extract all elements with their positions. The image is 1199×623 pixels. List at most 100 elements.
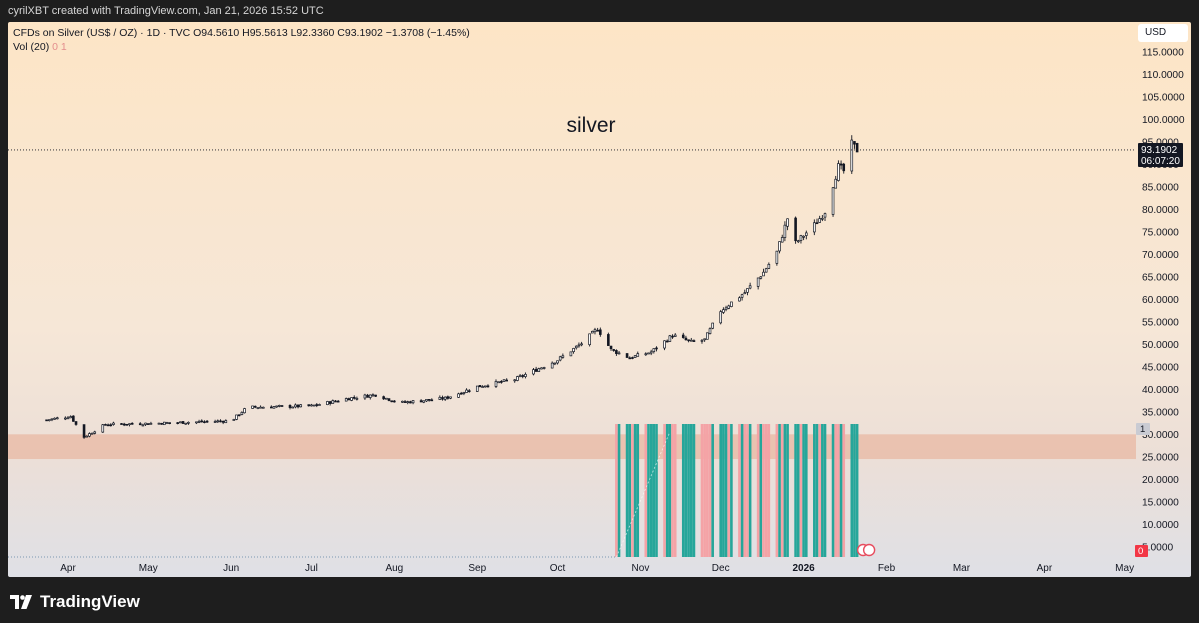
candle-body	[572, 348, 575, 352]
volume-value-0: 0	[52, 41, 58, 53]
candle-body	[160, 422, 163, 425]
tradingview-brand[interactable]: TradingView	[10, 592, 140, 612]
candle-body	[513, 379, 517, 382]
candle-body	[125, 423, 129, 426]
y-axis-tick-label: 50.0000	[1142, 340, 1179, 351]
candle-body	[821, 217, 824, 220]
candle-body	[580, 343, 583, 346]
candle-body	[278, 405, 281, 407]
candle-body	[446, 396, 450, 399]
last-price-badge	[1138, 142, 1183, 167]
volume-bar	[615, 424, 618, 557]
candle-body	[168, 422, 171, 424]
candle-body	[443, 396, 447, 400]
candle-body	[497, 381, 500, 384]
candle-body	[631, 357, 634, 359]
candle-body	[403, 401, 407, 403]
candle-body	[783, 224, 787, 238]
y-axis-tick-label: 80.0000	[1142, 205, 1179, 216]
candle-body	[240, 412, 244, 415]
candle-body	[599, 329, 602, 335]
candle-body	[90, 432, 94, 435]
volume-bar	[855, 424, 859, 557]
candle-body	[730, 301, 733, 307]
candle-body	[109, 424, 113, 427]
candle-body	[813, 222, 816, 233]
candle-body	[344, 398, 348, 402]
volume-bar	[805, 424, 808, 557]
candle-body	[484, 385, 487, 388]
currency-selector[interactable]: USD	[1138, 24, 1188, 42]
candle-body	[467, 390, 471, 393]
volume-legend: Vol (20) 0 1	[13, 40, 470, 54]
candle-body	[120, 423, 123, 425]
candle-body	[759, 276, 763, 279]
volume-bar	[775, 424, 779, 557]
candle-body	[104, 424, 107, 426]
candle-body	[724, 307, 728, 310]
candle-body	[55, 417, 59, 420]
candle-body	[590, 330, 594, 334]
volume-bar	[700, 424, 704, 557]
chart-background	[8, 22, 1191, 577]
candle-body	[596, 329, 599, 332]
volume-bar	[649, 424, 653, 557]
chart-area[interactable]: 5.0000 10.0000 15.0000 20.0000 25.0000 30.000…	[8, 22, 1191, 577]
candle-body	[762, 271, 765, 277]
candle-body	[130, 422, 134, 425]
volume-bar	[834, 424, 838, 557]
candle-body	[82, 424, 86, 438]
candle-body	[609, 345, 613, 350]
price-chart[interactable]: 5.0000 10.0000 15.0000 20.0000 25.0000 30.000…	[8, 22, 1191, 577]
candle-body	[521, 375, 525, 377]
candle-body	[668, 335, 672, 342]
candle-body	[203, 421, 206, 424]
candle-body	[181, 421, 185, 424]
candle-body	[385, 397, 388, 400]
candle-body	[665, 340, 669, 343]
candle-body	[259, 406, 262, 409]
candle-body	[411, 400, 415, 404]
y-axis-tick-label: 30.0000	[1142, 430, 1179, 441]
candle-body	[756, 277, 760, 287]
volume-bar	[740, 424, 744, 557]
candle-body	[106, 424, 110, 427]
candle-body	[649, 351, 653, 354]
candle-body	[112, 422, 115, 425]
candle-body	[462, 392, 466, 394]
volume-bar	[636, 424, 640, 557]
candle-body	[122, 423, 126, 426]
volume-bar	[719, 424, 722, 557]
candle-body	[671, 335, 674, 338]
candle-body	[101, 424, 105, 433]
candle-body	[786, 218, 789, 227]
candle-body	[478, 385, 482, 388]
candle-body	[307, 404, 311, 407]
candle-body	[540, 367, 543, 370]
volume-bar	[655, 424, 658, 557]
candle-body	[406, 401, 410, 403]
volume-bar	[727, 424, 731, 557]
volume-bar	[738, 424, 741, 557]
volume-bar	[778, 424, 781, 557]
candle-body	[393, 400, 396, 403]
chart-attribution-bar: cyrilXBT created with TradingView.com, J…	[0, 0, 1199, 22]
candle-body	[146, 423, 150, 425]
candle-body	[371, 394, 375, 397]
candle-body	[687, 339, 690, 342]
candle-body	[368, 394, 372, 398]
candle-body	[390, 400, 393, 403]
candle-body	[588, 333, 591, 346]
candle-body	[853, 141, 856, 145]
volume-bar	[671, 424, 674, 557]
volume-bar	[711, 424, 714, 557]
candle-body	[256, 407, 260, 409]
volume-bar	[665, 424, 669, 557]
attribution-text: cyrilXBT created with TradingView.com, J…	[8, 5, 324, 17]
volume-bar	[668, 424, 672, 557]
x-axis-tick-label: Sep	[468, 563, 486, 574]
volume-bar	[652, 424, 656, 557]
candle-body	[743, 292, 747, 295]
candle-body	[636, 353, 640, 357]
candle-body	[834, 178, 838, 189]
